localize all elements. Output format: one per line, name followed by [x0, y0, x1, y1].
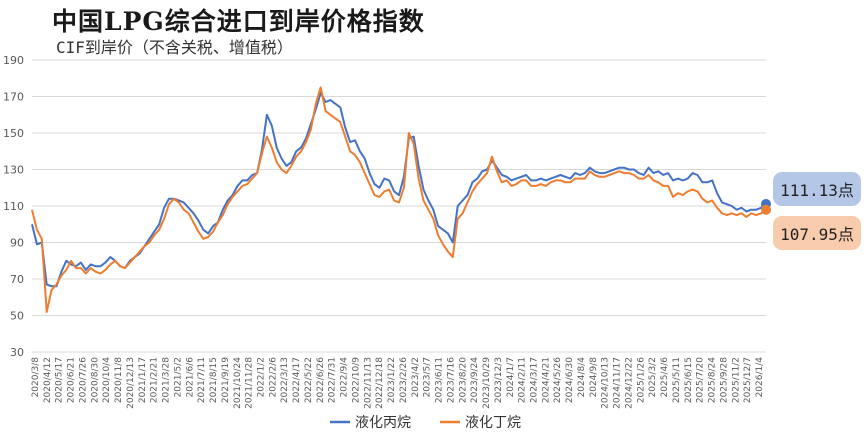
- x-tick-label: 2020/8/30: [90, 357, 100, 403]
- x-tick-label: 2024/2/11: [518, 357, 528, 403]
- x-tick-label: 2020/3/8: [31, 357, 41, 398]
- x-tick-label: 2023/10/29: [482, 357, 492, 409]
- x-tick-label: 2022/3/13: [280, 357, 290, 403]
- x-tick-label: 2024/11/17: [613, 357, 623, 409]
- y-tick-label: 90: [10, 237, 24, 250]
- y-tick-label: 110: [3, 200, 24, 213]
- y-tick-label: 50: [10, 310, 24, 323]
- x-tick-label: 2023/4/2: [411, 357, 421, 397]
- x-tick-label: 2023/12/3: [494, 357, 504, 403]
- x-tick-label: 2021/7/11: [197, 357, 207, 403]
- butane-latest-value-callout: 107.95点: [773, 216, 861, 250]
- x-tick-label: 2025/7/20: [696, 357, 706, 403]
- x-tick-label: 2025/1/26: [636, 357, 646, 403]
- x-tick-label: 2025/8/24: [708, 357, 718, 403]
- legend-label-butane: 液化丁烷: [465, 415, 521, 431]
- x-tick-label: 2025/5/11: [672, 357, 682, 403]
- x-tick-label: 2023/6/11: [435, 357, 445, 403]
- x-tick-label: 2020/11/8: [114, 357, 124, 403]
- butane-latest-point: [761, 204, 771, 215]
- x-tick-label: 2021/6/6: [185, 357, 195, 398]
- x-tick-label: 2025/9/28: [719, 357, 729, 403]
- x-tick-label: 2020/4/12: [43, 357, 53, 403]
- y-tick-label: 70: [10, 273, 24, 286]
- x-tick-label: 2022/6/26: [316, 357, 326, 403]
- x-tick-label: 2022/1/2: [257, 357, 267, 397]
- x-tick-label: 2024/6/30: [565, 357, 575, 403]
- x-tick-label: 2021/8/15: [209, 357, 219, 403]
- x-tick-label: 2022/9/4: [340, 357, 350, 398]
- propane-series-line: [31, 91, 767, 288]
- x-tick-label: 2020/12/13: [126, 357, 136, 409]
- x-tick-label: 2024/4/21: [541, 357, 551, 403]
- x-tick-label: 2023/9/24: [470, 357, 480, 403]
- x-tick-label: 2023/1/22: [387, 357, 397, 403]
- x-tick-label: 2025/6/15: [684, 357, 694, 403]
- x-tick-label: 2024/1/7: [506, 357, 516, 397]
- x-tick-label: 2021/9/19: [221, 357, 231, 403]
- y-tick-label: 130: [3, 164, 24, 177]
- legend-label-propane: 液化丙烷: [355, 415, 411, 431]
- x-tick-label: 2021/1/17: [138, 357, 148, 403]
- x-tick-label: 2020/7/26: [78, 357, 88, 403]
- x-tick-label: 2023/8/20: [458, 357, 468, 403]
- x-tick-label: 2021/3/28: [162, 357, 172, 403]
- y-tick-label: 150: [3, 127, 24, 140]
- x-tick-label: 2024/12/22: [624, 357, 634, 409]
- butane-series-line: [31, 86, 767, 313]
- chart-title: 中国LPG综合进口到岸价格指数: [52, 7, 425, 36]
- x-tick-label: 2020/6/21: [67, 357, 77, 403]
- x-tick-label: 2021/10/24: [233, 357, 243, 409]
- x-tick-label: 2020/10/4: [102, 357, 112, 403]
- x-tick-label: 2021/5/2: [173, 357, 183, 397]
- x-tick-label: 2022/10/9: [351, 357, 361, 403]
- x-tick-label: 2024/3/17: [529, 357, 539, 403]
- x-tick-label: 2022/2/6: [268, 357, 278, 398]
- x-tick-label: 2021/11/28: [245, 357, 255, 409]
- x-tick-label: 2025/11/2: [731, 357, 741, 403]
- x-tick-label: 2025/4/6: [660, 357, 670, 398]
- x-tick-label: 2022/12/18: [375, 357, 385, 409]
- x-tick-label: 2023/7/16: [446, 357, 456, 403]
- y-tick-label: 190: [3, 54, 24, 67]
- x-tick-label: 2024/8/4: [577, 357, 587, 398]
- y-tick-label: 170: [3, 91, 24, 104]
- chart-subtitle: CIF到岸价（不含关税、增值税）: [56, 38, 293, 57]
- x-tick-label: 2023/5/7: [423, 357, 433, 397]
- x-tick-label: 2022/4/17: [292, 357, 302, 403]
- x-tick-label: 2025/12/7: [743, 357, 753, 403]
- x-tick-label: 2022/7/31: [328, 357, 338, 403]
- x-tick-label: 2020/5/17: [55, 357, 65, 403]
- x-tick-label: 2025/3/2: [648, 357, 658, 397]
- x-tick-label: 2024/10/13: [601, 357, 611, 409]
- x-tick-label: 2026/1/4: [755, 357, 765, 398]
- x-tick-label: 2023/2/26: [399, 357, 409, 403]
- x-tick-label: 2024/5/26: [553, 357, 563, 403]
- x-tick-label: 2024/9/8: [589, 357, 599, 398]
- propane-latest-value-callout: 111.13点: [773, 172, 861, 206]
- x-tick-label: 2021/2/21: [150, 357, 160, 403]
- x-tick-label: 2022/11/13: [363, 357, 373, 409]
- x-tick-label: 2022/5/22: [304, 357, 314, 403]
- y-tick-label: 30: [10, 346, 24, 359]
